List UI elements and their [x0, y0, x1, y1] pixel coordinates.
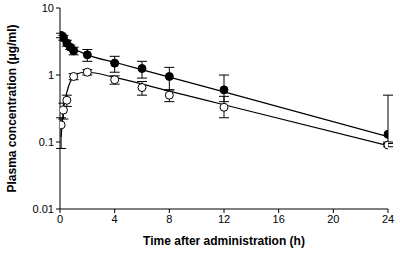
- svg-text:20: 20: [327, 213, 339, 225]
- svg-text:0.1: 0.1: [39, 136, 54, 148]
- svg-text:12: 12: [218, 213, 230, 225]
- svg-text:10: 10: [42, 2, 54, 14]
- svg-text:16: 16: [273, 213, 285, 225]
- svg-text:4: 4: [112, 213, 118, 225]
- svg-text:24: 24: [382, 213, 392, 225]
- svg-text:8: 8: [166, 213, 172, 225]
- svg-text:0.01: 0.01: [33, 203, 54, 215]
- svg-text:1: 1: [48, 69, 54, 81]
- svg-text:Plasma concentration (μg/ml): Plasma concentration (μg/ml): [8, 24, 19, 192]
- svg-text:Time after administration (h): Time after administration (h): [143, 234, 305, 248]
- svg-text:0: 0: [57, 213, 63, 225]
